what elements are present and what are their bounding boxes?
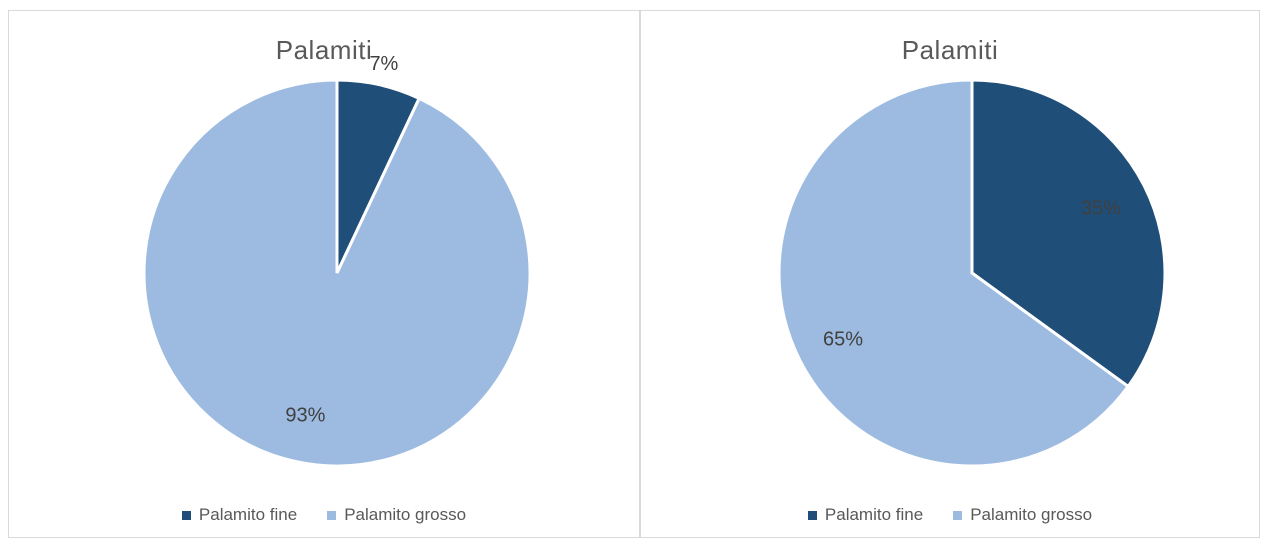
legend-swatch-grosso (953, 510, 963, 520)
legend-label-grosso: Palamito grosso (970, 505, 1093, 524)
legend-label-grosso: Palamito grosso (344, 505, 467, 524)
legend-item-fine: Palamito fine (181, 505, 298, 525)
legend-item-grosso: Palamito grosso (327, 505, 466, 525)
legend-swatch-fine (181, 510, 191, 520)
pie-slice-grosso (777, 78, 1131, 468)
legend-item-fine: Palamito fine (807, 505, 924, 525)
legend-label-fine: Palamito fine (824, 505, 924, 524)
pie-slice-fine (970, 78, 1167, 389)
pie-slice-grosso (142, 78, 532, 468)
legend-swatch-grosso (327, 510, 337, 520)
data-label-fine: 35% (1081, 197, 1121, 219)
pie-chart: 35% 65% (777, 78, 1167, 468)
data-label-fine: 7% (369, 53, 398, 75)
legend: Palamito fine Palamito grosso (9, 505, 639, 525)
pie-chart: 7% 93% (142, 53, 532, 468)
legend-item-grosso: Palamito grosso (953, 505, 1092, 525)
chart-panel-left: Palamiti 7% 93% Palamito fine Palamito gr… (8, 10, 640, 538)
data-label-grosso: 93% (285, 404, 325, 426)
legend-swatch-fine (807, 510, 817, 520)
legend: Palamito fine Palamito grosso (641, 505, 1259, 525)
legend-label-fine: Palamito fine (198, 505, 298, 524)
chart-panel-right: Palamiti 35% 65% Palamito fine Palamito g… (640, 10, 1260, 538)
data-label-grosso: 65% (823, 329, 863, 351)
chart-title: Palamiti (275, 35, 373, 65)
chart-title: Palamiti (901, 35, 999, 65)
